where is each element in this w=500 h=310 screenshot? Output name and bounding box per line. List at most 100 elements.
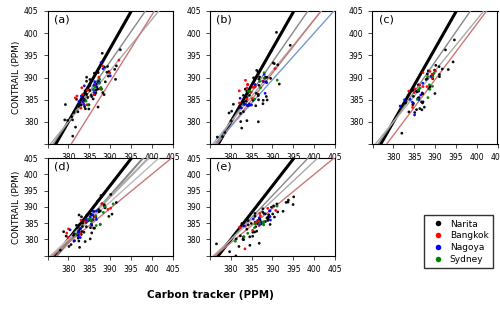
Point [246,234,254,239]
Point [260,76,268,81]
Point [279,209,287,214]
Point [251,221,259,226]
Point [64,235,72,240]
Point [80,230,88,235]
Point [112,200,120,205]
Point [82,219,90,224]
Point [264,215,272,220]
Point [414,88,422,93]
Point [284,200,292,205]
Point [90,87,98,92]
Point [91,85,99,90]
Point [424,95,432,100]
Point [81,239,89,244]
Point [272,208,280,213]
Point [254,119,262,124]
Point [94,207,102,212]
Point [116,47,124,52]
Point [240,102,248,107]
Point [254,221,262,226]
Point [248,103,256,108]
Point [88,94,96,99]
Point [76,235,84,240]
Point [92,215,100,219]
Point [436,72,444,77]
Point [98,64,106,69]
Point [82,220,90,225]
Point [236,88,244,93]
Point [240,102,248,107]
Point [67,242,75,247]
Point [240,224,248,228]
Point [90,90,98,95]
Point [75,99,83,104]
Point [410,113,418,117]
Point [274,62,282,67]
Point [74,233,82,238]
Point [77,106,85,111]
Point [428,76,436,81]
Point [98,51,106,56]
Point [256,216,264,221]
Point [96,222,104,227]
Point [400,97,408,102]
Point [92,90,100,95]
Point [60,229,68,234]
Point [250,97,258,102]
Point [255,241,263,246]
Point [426,69,434,74]
Point [426,84,434,89]
Point [93,85,101,90]
Legend: Narita, Bangkok, Nagoya, Sydney: Narita, Bangkok, Nagoya, Sydney [424,215,493,268]
Point [431,91,439,96]
Point [80,83,88,88]
Point [239,237,247,242]
Point [424,74,432,79]
Point [78,85,86,90]
Point [428,84,436,89]
Point [251,82,259,87]
Point [418,91,426,95]
Point [251,219,259,224]
Point [78,229,86,234]
Point [268,211,276,216]
Point [99,90,107,95]
Point [88,218,96,223]
Point [79,99,87,104]
Point [416,106,424,111]
Point [244,218,252,223]
Point [412,89,420,94]
Point [64,226,72,231]
Point [425,86,433,91]
Point [414,89,422,94]
Point [92,82,100,86]
Point [419,70,427,75]
Point [242,99,250,104]
Point [62,233,70,238]
Point [252,103,260,108]
Point [417,93,425,98]
Point [80,97,88,102]
Point [235,244,243,249]
Point [242,102,250,107]
Point [410,90,418,95]
Point [270,215,278,219]
Point [410,94,418,99]
Point [414,95,422,100]
Point [252,75,260,80]
Point [70,233,78,238]
Point [242,224,250,229]
Point [243,86,251,91]
Point [240,99,248,104]
Point [228,109,235,114]
Point [438,67,446,72]
Point [435,64,443,69]
Point [418,100,426,105]
Point [264,217,272,222]
Point [90,87,98,92]
Point [263,215,271,220]
Point [264,212,272,217]
Point [77,102,85,107]
Point [409,102,417,107]
Point [247,90,255,95]
